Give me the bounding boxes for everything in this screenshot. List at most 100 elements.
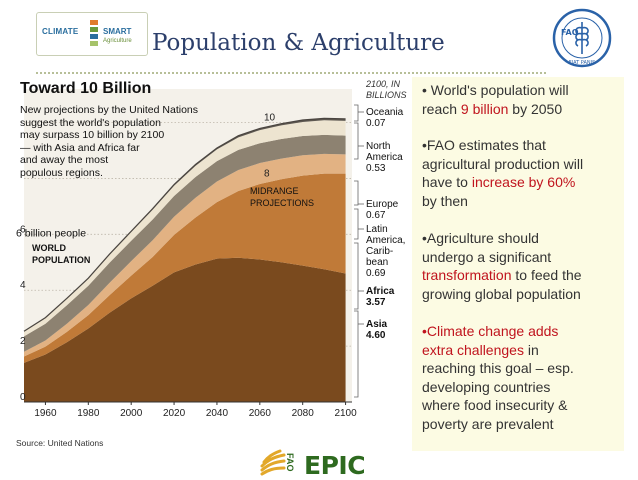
y-tick-label: 0 bbox=[20, 392, 26, 403]
bullet-line: by then bbox=[422, 192, 622, 211]
y-tick-label: 2 bbox=[20, 336, 26, 347]
logo-bars-icon bbox=[90, 20, 98, 46]
legend-bracket bbox=[354, 310, 359, 398]
bullet-panel: • World's population will reach 9 billion… bbox=[412, 77, 624, 451]
legend-value: 0.67 bbox=[366, 210, 386, 221]
chart-subtitle: New projections by the United Nations sug… bbox=[20, 104, 220, 179]
world-population-label: WORLD bbox=[32, 243, 66, 253]
bullet-point: •FAO estimates that agricultural producti… bbox=[422, 136, 622, 210]
bullet-line: • World's population will bbox=[422, 81, 622, 100]
highlight-text: transformation bbox=[422, 267, 512, 283]
bullet-text: • World's population will bbox=[422, 82, 569, 98]
bullet-text: reach bbox=[422, 100, 461, 117]
x-tick-label: 2000 bbox=[120, 408, 143, 419]
wheat-icon bbox=[260, 449, 286, 476]
bullet-text: undergo a significant bbox=[422, 248, 552, 265]
fao-letters: FAO bbox=[561, 28, 579, 37]
bullet-line: •FAO estimates that bbox=[422, 136, 622, 155]
world-population-label: POPULATION bbox=[32, 255, 90, 265]
x-tick-label: 2040 bbox=[206, 408, 229, 419]
bullet-text: have to bbox=[422, 174, 472, 190]
legend-value: 4.60 bbox=[366, 330, 386, 341]
y-tick-label: 6 bbox=[20, 224, 26, 235]
bullet-line: where food insecurity & bbox=[422, 396, 622, 415]
legend-label: Africa bbox=[366, 286, 395, 297]
x-tick-label: 1980 bbox=[77, 408, 100, 419]
header-divider bbox=[36, 72, 546, 74]
midrange-label: PROJECTIONS bbox=[250, 198, 314, 208]
bullet-line: poverty are prevalent bbox=[422, 415, 622, 434]
chart-subtitle-line: and away the most bbox=[20, 154, 109, 166]
midrange-label: MIDRANGE bbox=[250, 186, 299, 196]
bullet-line: extra challenges in bbox=[422, 341, 622, 360]
bullet-text: poverty are prevalent bbox=[422, 415, 554, 432]
series-area-africa bbox=[24, 173, 346, 363]
six-billion-label: 6 billion people bbox=[16, 227, 86, 239]
series-area-asia bbox=[24, 257, 346, 402]
legend-value: 0.69 bbox=[366, 268, 386, 279]
logo-smart-text: SMART bbox=[103, 27, 132, 36]
bullet-line: transformation to feed the bbox=[422, 266, 622, 285]
bullet-text: to feed the bbox=[511, 267, 582, 283]
legend-value: 0.07 bbox=[366, 118, 386, 129]
bullet-point: •Climate change adds extra challenges in r… bbox=[422, 322, 622, 433]
bullet-text: agricultural production will bbox=[422, 155, 584, 172]
bullet-line: have to increase by 60% bbox=[422, 173, 622, 192]
legend-label: Carib- bbox=[366, 246, 393, 257]
bullet-text: •FAO estimates that bbox=[422, 137, 546, 153]
bullet-line: developing countries bbox=[422, 378, 622, 397]
legend-bracket bbox=[354, 242, 359, 310]
bullet-text: by then bbox=[422, 192, 468, 209]
legend-label: Latin bbox=[366, 224, 388, 235]
highlight-text: increase by 60% bbox=[471, 174, 576, 190]
bullet-text: •Agriculture should bbox=[422, 230, 539, 246]
series-area-latin-america-carib-bean bbox=[24, 153, 346, 357]
bullet-line: undergo a significant bbox=[422, 248, 622, 267]
legend-bracket bbox=[354, 208, 359, 240]
bullet-text: growing global population bbox=[422, 285, 581, 302]
x-tick-label: 2060 bbox=[249, 408, 272, 419]
x-tick-label: 2080 bbox=[292, 408, 315, 419]
highlight-text: extra challenges bbox=[422, 341, 524, 358]
x-tick-label: 2020 bbox=[163, 408, 186, 419]
bullet-text: developing countries bbox=[422, 378, 551, 395]
bullet-line: reach 9 billion by 2050 bbox=[422, 100, 622, 119]
legend-bracket bbox=[354, 122, 359, 160]
epic-prefix: FAO bbox=[285, 453, 295, 472]
bullet-line: •Agriculture should bbox=[422, 229, 622, 248]
series-area-europe bbox=[24, 134, 346, 352]
chart-source: Source: United Nations bbox=[16, 438, 103, 448]
legend-label: America, bbox=[366, 235, 405, 246]
climate-smart-agriculture-logo: CLIMATE SMART Agriculture bbox=[36, 12, 148, 56]
bullet-text: reaching this goal – esp. bbox=[422, 360, 574, 376]
legend-label: America bbox=[366, 152, 403, 163]
legend-label: Europe bbox=[366, 199, 399, 210]
x-tick-label: 1960 bbox=[34, 408, 57, 419]
bullet-text: where food insecurity & bbox=[422, 397, 568, 413]
population-area-chart: 0 2 4 6 8 10 1960 1980 2000 2020 2040 2060 2080 2100 6… bbox=[16, 79, 407, 448]
epic-logo: FAO EPIC bbox=[258, 448, 418, 480]
bullet-text: in bbox=[523, 341, 539, 358]
legend-value: 0.53 bbox=[366, 163, 386, 174]
population-chart: 0 2 4 6 8 10 1960 1980 2000 2020 2040 2060 2080 2100 6… bbox=[14, 77, 412, 451]
legend-label: bean bbox=[366, 257, 388, 268]
chart-subtitle-line: may surpass 10 billion by 2100 bbox=[20, 129, 165, 141]
fao-logo-icon: FAO FIAT PANIS bbox=[552, 8, 612, 68]
legend-value: 3.57 bbox=[366, 297, 386, 308]
bullet-text: by 2050 bbox=[508, 100, 563, 117]
chart-subtitle-line: populous regions. bbox=[20, 166, 103, 179]
bullet-line: reaching this goal – esp. bbox=[422, 359, 622, 378]
chart-subtitle-line: suggest the world's population bbox=[20, 116, 161, 129]
legend-label: North bbox=[366, 141, 390, 152]
y-tick-label: 4 bbox=[20, 280, 26, 291]
bullet-point: • World's population will reach 9 billion… bbox=[422, 81, 622, 118]
legend-label: Oceania bbox=[366, 107, 404, 118]
bullet-line: •Climate change adds bbox=[422, 322, 622, 341]
x-tick-label: 2100 bbox=[334, 408, 357, 419]
chart-title: Toward 10 Billion bbox=[20, 80, 152, 97]
logo-agriculture-text: Agriculture bbox=[103, 38, 132, 44]
legend-header: 2100, IN bbox=[365, 79, 401, 89]
legend-label: Asia bbox=[366, 319, 388, 330]
epic-text: EPIC bbox=[304, 451, 366, 480]
chart-subtitle-line: — with Asia and Africa far bbox=[20, 141, 140, 154]
